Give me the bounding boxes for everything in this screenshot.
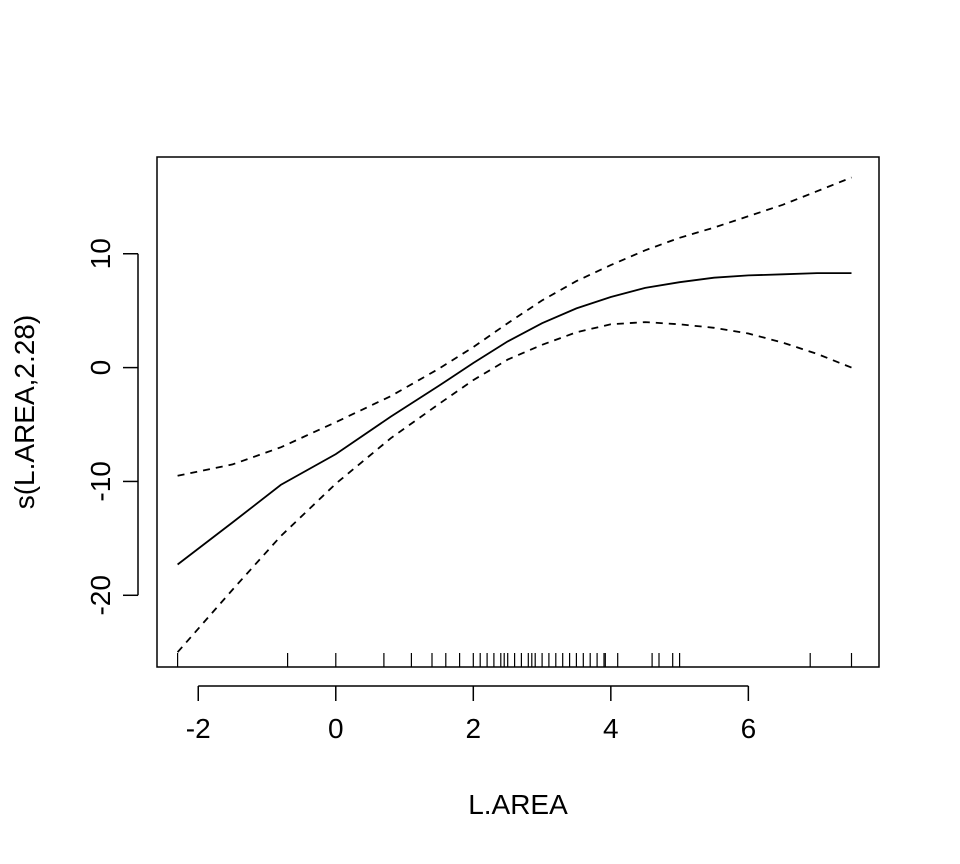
y-tick-label: -10 <box>85 461 116 501</box>
x-axis-title: L.AREA <box>468 789 568 820</box>
y-axis-title: s(L.AREA,2.28) <box>9 315 40 510</box>
plot-box <box>156 156 880 668</box>
confidence-band-line-1 <box>177 176 852 477</box>
x-axis: -2 0 2 4 6 <box>186 685 757 744</box>
x-tick-label: 2 <box>466 713 482 744</box>
smooth-fit-line <box>177 272 852 566</box>
y-tick-label: 10 <box>85 238 116 269</box>
y-axis: -20 -10 0 10 <box>85 238 139 616</box>
confidence-band-line-2 <box>176 321 852 653</box>
x-tick-label: 0 <box>328 713 344 744</box>
series-lines <box>176 176 852 653</box>
rug-marks <box>177 653 853 667</box>
y-tick-label: -20 <box>85 575 116 615</box>
y-tick-label: 0 <box>85 360 116 376</box>
x-tick-label: 4 <box>603 713 619 744</box>
x-tick-label: -2 <box>186 713 211 744</box>
x-tick-label: 6 <box>741 713 757 744</box>
